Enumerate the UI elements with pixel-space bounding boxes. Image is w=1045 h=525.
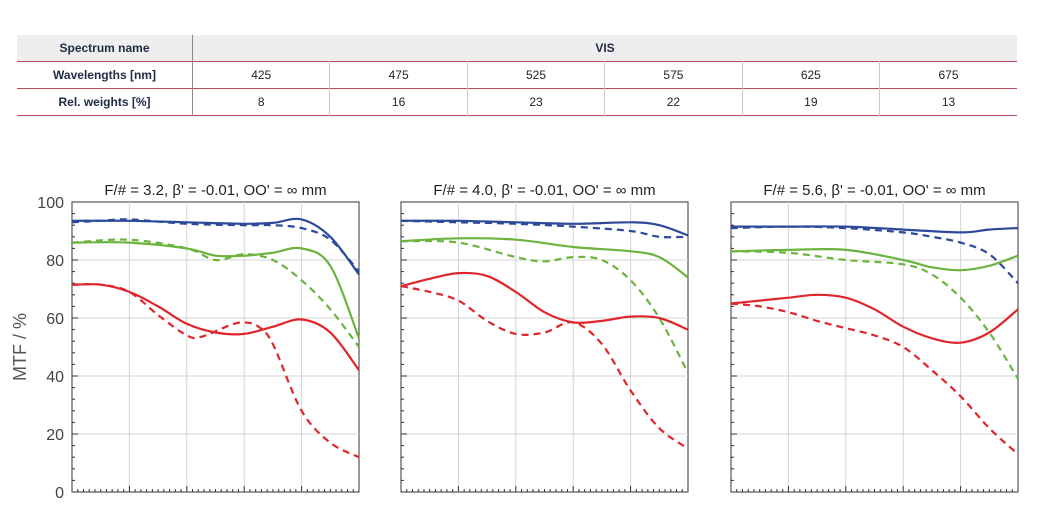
wavelength-cell: 675 (879, 61, 1017, 89)
spectrum-name-label: Spectrum name (17, 35, 193, 62)
plot-frame (400, 201, 689, 493)
wavelength-cell: 625 (741, 61, 880, 89)
panel-title: F/# = 3.2, β' = -0.01, OO' = ∞ mm (104, 182, 326, 199)
mtf-curve-green-sagittal (71, 238, 360, 348)
weight-cell: 13 (879, 88, 1017, 116)
spectrum-table: Spectrum name VIS Wavelengths [nm] 425 4… (17, 35, 1017, 116)
mtf-panel-3: F/# = 5.6, β' = -0.01, OO' = ∞ mm (730, 182, 1019, 493)
mtf-panel-1: F/# = 3.2, β' = -0.01, OO' = ∞ mm (71, 182, 361, 493)
mtf-curve-blue-tangential (731, 225, 1019, 234)
mtf-curve-blue-sagittal (71, 218, 360, 273)
mtf-curve-green-sagittal (400, 239, 689, 374)
wavelength-cell: 525 (466, 61, 605, 89)
mtf-curve-blue-sagittal (730, 225, 1019, 284)
y-tick-label: 0 (55, 485, 64, 502)
wavelength-cell: 575 (604, 61, 743, 89)
mtf-curve-red-sagittal (400, 285, 689, 450)
weight-cell: 23 (466, 88, 605, 116)
mtf-curve-blue-tangential (400, 219, 689, 237)
y-tick-label: 20 (46, 427, 64, 444)
mtf-curve-green-sagittal (730, 250, 1019, 380)
y-axis-label: MTF / % (10, 313, 30, 381)
mtf-curve-green-tangential (71, 241, 361, 339)
wavelengths-row: Wavelengths [nm] 425 475 525 575 625 675 (17, 61, 1017, 89)
weight-cell: 16 (329, 88, 468, 116)
mtf-curve-red-tangential (730, 293, 1019, 344)
plot-frame (71, 201, 360, 493)
weight-cell: 22 (604, 88, 743, 116)
weights-label: Rel. weights [%] (58, 95, 151, 109)
y-tick-label: 100 (37, 195, 64, 212)
weight-cell: 8 (191, 88, 330, 116)
weight-cell: 19 (741, 88, 880, 116)
panel-title: F/# = 4.0, β' = -0.01, OO' = ∞ mm (433, 182, 655, 199)
y-tick-label: 60 (46, 311, 64, 328)
mtf-panel-2: F/# = 4.0, β' = -0.01, OO' = ∞ mm (400, 182, 689, 493)
weights-row: Rel. weights [%] 8 16 23 22 19 13 (17, 88, 1017, 116)
mtf-charts: MTF / % 0 20 40 60 80 100 F/# = 3.2, β' = -0.01… (10, 182, 1019, 502)
panel-title: F/# = 5.6, β' = -0.01, OO' = ∞ mm (763, 182, 985, 199)
mtf-curve-blue-sagittal (400, 219, 689, 239)
mtf-curve-red-sagittal (71, 283, 360, 459)
wavelength-cell: 475 (329, 61, 468, 89)
wavelengths-label: Wavelengths [nm] (53, 68, 156, 82)
spectrum-row: Spectrum name VIS (17, 35, 1017, 62)
y-tick-label: 80 (46, 253, 64, 270)
wavelength-cell: 425 (191, 61, 330, 89)
mtf-curve-green-tangential (730, 247, 1019, 272)
mtf-curve-blue-tangential (71, 217, 360, 276)
y-tick-label: 40 (46, 369, 64, 386)
plot-frame (730, 201, 1019, 493)
mtf-curve-green-tangential (400, 237, 689, 279)
mtf-curve-red-tangential (400, 271, 689, 331)
mtf-curve-red-sagittal (730, 302, 1019, 456)
spectrum-name-value: VIS (192, 35, 1017, 62)
